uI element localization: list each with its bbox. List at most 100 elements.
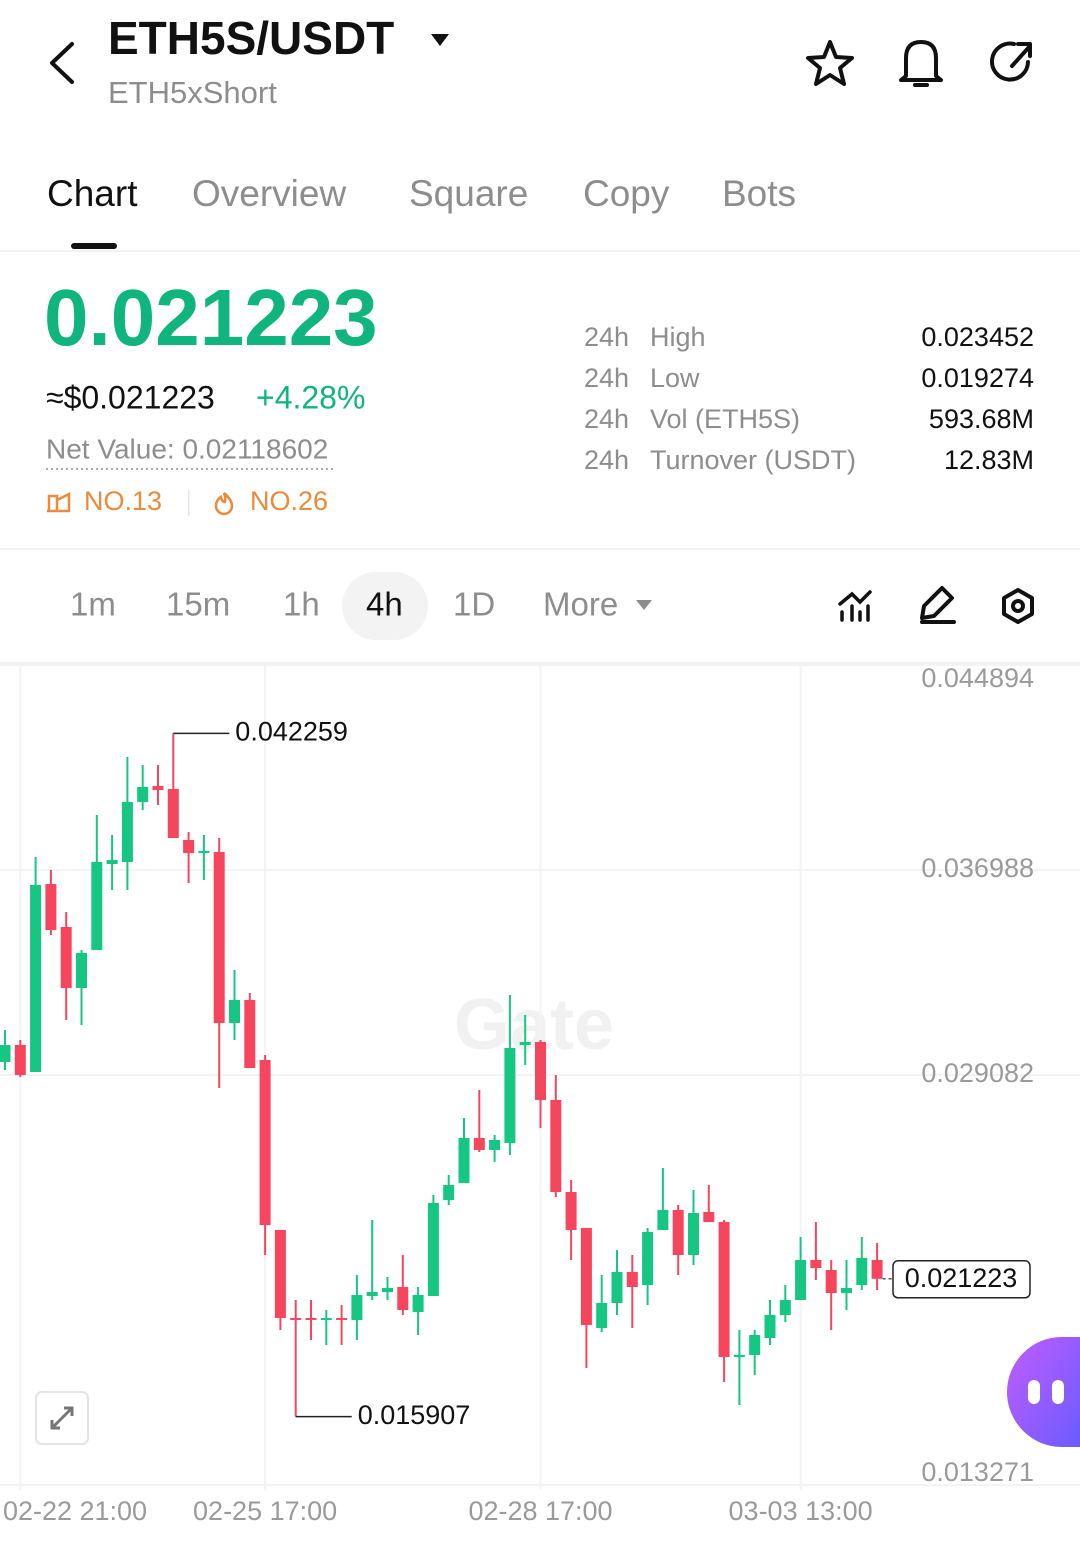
candle-body xyxy=(274,1229,286,1319)
candle-body xyxy=(764,1314,776,1338)
pair-title[interactable]: ETH5S/USDT xyxy=(108,12,394,64)
price-change: +4.28% xyxy=(256,379,365,415)
x-tick-label: 02-22 21:00 xyxy=(3,1496,147,1526)
last-price-box xyxy=(892,1260,1031,1299)
watermark: Gate xyxy=(454,985,614,1065)
y-tick-label: 0.013271 xyxy=(921,1457,1034,1487)
tab[interactable]: Copy xyxy=(583,173,670,214)
candle-body xyxy=(60,927,72,988)
candle-body xyxy=(152,785,164,791)
interval-more[interactable]: More xyxy=(543,586,618,623)
separator xyxy=(188,490,190,516)
stat-value: 593.68M xyxy=(929,404,1034,434)
candle-body xyxy=(795,1260,807,1301)
more-dropdown[interactable] xyxy=(636,600,652,610)
net-value[interactable]: Net Value: 0.02118602 xyxy=(46,433,328,464)
interval-active[interactable]: 4h xyxy=(366,586,403,623)
candle-body xyxy=(810,1260,822,1269)
candle-body xyxy=(565,1192,577,1230)
candle-body xyxy=(305,1318,317,1321)
hot-icon xyxy=(214,492,234,516)
stat-label: Vol (ETH5S) xyxy=(650,404,800,434)
candle-body xyxy=(657,1210,669,1230)
tab-active[interactable]: Chart xyxy=(47,173,138,214)
y-tick-label: 0.029082 xyxy=(921,1058,1034,1088)
candle-body xyxy=(718,1222,730,1358)
hot-badge[interactable]: NO.26 xyxy=(250,486,328,516)
interval[interactable]: 1h xyxy=(283,586,320,623)
candlestick-chart: Gate 02-22 21:00 02-25 17:00 02-28 17:00 03-… xyxy=(0,663,1080,1526)
fullscreen-icon xyxy=(50,1406,74,1430)
tab[interactable]: Square xyxy=(409,173,528,214)
candle-body xyxy=(244,999,256,1069)
candle-body xyxy=(489,1139,501,1151)
draw-icon[interactable] xyxy=(920,586,956,624)
candle-body xyxy=(611,1272,623,1303)
candle-body xyxy=(841,1288,852,1294)
candle-body xyxy=(91,861,103,951)
candle-body xyxy=(229,999,240,1023)
assistant-button[interactable] xyxy=(1007,1337,1080,1447)
divider xyxy=(0,250,1080,252)
candle-body xyxy=(779,1300,791,1315)
divider xyxy=(0,662,1080,664)
candle-body xyxy=(382,1288,393,1292)
stat-label: Turnover (USDT) xyxy=(650,445,856,475)
low-annotation: 0.015907 xyxy=(358,1400,471,1430)
candle-body xyxy=(443,1185,455,1200)
candle-body xyxy=(535,1042,546,1101)
assistant-eye xyxy=(1028,1380,1040,1404)
last-price-label: 0.021223 xyxy=(905,1263,1018,1293)
last-price: 0.021223 xyxy=(44,273,378,362)
alert-icon[interactable] xyxy=(899,40,943,87)
candle-body xyxy=(366,1291,378,1297)
candle-body xyxy=(198,850,210,853)
candle-body xyxy=(290,1318,302,1321)
candle-body xyxy=(856,1258,868,1285)
stat-value: 0.019274 xyxy=(921,363,1034,393)
back-button[interactable] xyxy=(50,42,74,84)
candle-body xyxy=(320,1318,332,1321)
usd-price: ≈$0.021223 xyxy=(46,379,215,415)
candle-body xyxy=(336,1318,348,1321)
tab[interactable]: Overview xyxy=(192,173,346,214)
y-tick-label: 0.044894 xyxy=(921,663,1034,693)
candle-body xyxy=(412,1295,424,1313)
candle-body xyxy=(45,884,57,931)
x-tick-label: 02-25 17:00 xyxy=(193,1496,337,1526)
pair-dropdown[interactable] xyxy=(431,34,449,46)
stat-period: 24h xyxy=(584,363,629,393)
candle-body xyxy=(473,1137,485,1151)
assistant-eye xyxy=(1052,1380,1064,1404)
interval[interactable]: 15m xyxy=(166,586,230,623)
share-icon[interactable] xyxy=(990,41,1032,82)
stat-value: 0.023452 xyxy=(921,322,1034,352)
candle-body xyxy=(121,801,133,862)
stat-value: 12.83M xyxy=(944,445,1034,475)
interval[interactable]: 1m xyxy=(70,586,116,623)
settings-icon[interactable] xyxy=(1002,588,1034,624)
candle-body xyxy=(213,852,225,1023)
candle-body xyxy=(14,1045,26,1076)
candle-body xyxy=(76,953,87,988)
candle-body xyxy=(167,788,179,839)
rank-badge[interactable]: NO.13 xyxy=(84,486,162,516)
indicator-icon[interactable] xyxy=(838,590,872,622)
settings-icon-dot xyxy=(1011,599,1025,613)
candle-body xyxy=(183,840,195,853)
tab[interactable]: Bots xyxy=(722,173,796,214)
candle-body xyxy=(106,859,118,864)
stat-label: High xyxy=(650,322,706,352)
candle-body xyxy=(351,1295,363,1321)
candle-body xyxy=(137,787,149,802)
interval[interactable]: 1D xyxy=(453,586,495,623)
candle-body xyxy=(458,1137,470,1184)
divider xyxy=(0,548,1080,550)
candle-body xyxy=(259,1059,271,1225)
rank-icon xyxy=(47,491,71,513)
favorite-icon[interactable] xyxy=(806,40,854,86)
candle-body xyxy=(642,1231,654,1285)
candle-body xyxy=(703,1212,715,1223)
candle-body xyxy=(0,1045,11,1062)
